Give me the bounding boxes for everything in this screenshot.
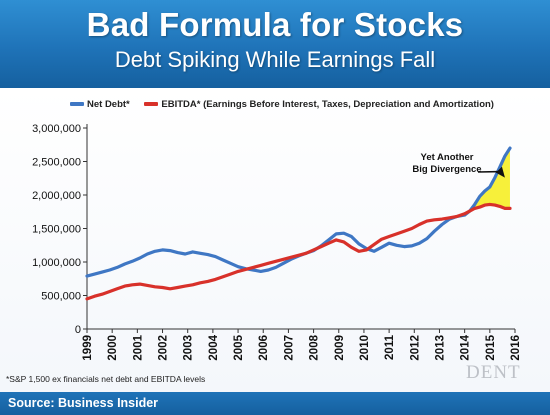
footnote: *S&P 1,500 ex financials net debt and EB… — [6, 374, 206, 384]
ebitda-line — [85, 202, 512, 301]
chart-legend: Net Debt* EBITDA* (Earnings Before Inter… — [70, 99, 506, 113]
x-tick-label: 2011 — [384, 334, 396, 360]
x-tick-label: 2002 — [158, 335, 170, 361]
divergence-fill-area — [464, 148, 510, 216]
page-subtitle: Debt Spiking While Earnings Fall — [114, 47, 436, 72]
legend-label-ebitda: EBITDA* (Earnings Before Interest, Taxes… — [161, 99, 494, 110]
x-tick-label: 2006 — [258, 335, 270, 361]
chart-panel — [0, 88, 550, 392]
y-tick-label: 2,000,000 — [32, 190, 81, 202]
y-tick-label: 1,000,000 — [32, 257, 81, 269]
y-tick-label: 2,500,000 — [32, 157, 81, 169]
legend-label-net-debt: Net Debt* — [87, 99, 130, 110]
x-tick-label: 2009 — [334, 335, 346, 361]
x-tick-label: 2012 — [409, 335, 421, 361]
legend-item-net-debt: Net Debt* — [70, 99, 130, 110]
x-tick-label: 2004 — [208, 334, 220, 360]
x-tick-label: 2007 — [283, 335, 295, 361]
legend-item-ebitda: EBITDA* (Earnings Before Interest, Taxes… — [144, 99, 494, 110]
dent-watermark-logo: DENT — [466, 362, 521, 383]
annotation-arrow-head — [495, 166, 505, 178]
y-tick-label: 3,000,000 — [32, 123, 81, 135]
x-tick-label: 2010 — [359, 335, 371, 361]
x-tick-label: 2001 — [132, 334, 144, 360]
annotation-label-line1: Yet Another — [421, 152, 474, 163]
source-bar: Source: Business Insider — [0, 392, 550, 415]
legend-swatch-net-debt — [70, 102, 84, 107]
legend-swatch-ebitda — [144, 102, 159, 107]
y-tick-label: 1,500,000 — [32, 224, 81, 236]
y-tick-label: 500,000 — [41, 291, 81, 303]
page-title: Bad Formula for Stocks — [86, 6, 464, 43]
x-tick-label: 2016 — [510, 335, 522, 361]
x-tick-label: 2015 — [485, 334, 497, 360]
x-tick-label: 2013 — [434, 335, 446, 361]
x-tick-label: 2008 — [309, 334, 321, 360]
y-tick-label: 0 — [75, 324, 81, 336]
header-banner: Bad Formula for Stocks Debt Spiking Whil… — [0, 0, 550, 88]
x-tick-label: 2003 — [183, 335, 195, 361]
x-tick-label: 2000 — [107, 335, 119, 361]
x-tick-label: 2005 — [233, 334, 245, 360]
x-tick-label: 1999 — [82, 335, 94, 361]
debt-vs-ebitda-chart: 0 500,000 1,000,000 1,500,000 2,000,000 2,500… — [32, 123, 522, 361]
annotation-label-line2: Big Divergence — [412, 164, 481, 175]
x-tick-label: 2014 — [460, 334, 472, 360]
